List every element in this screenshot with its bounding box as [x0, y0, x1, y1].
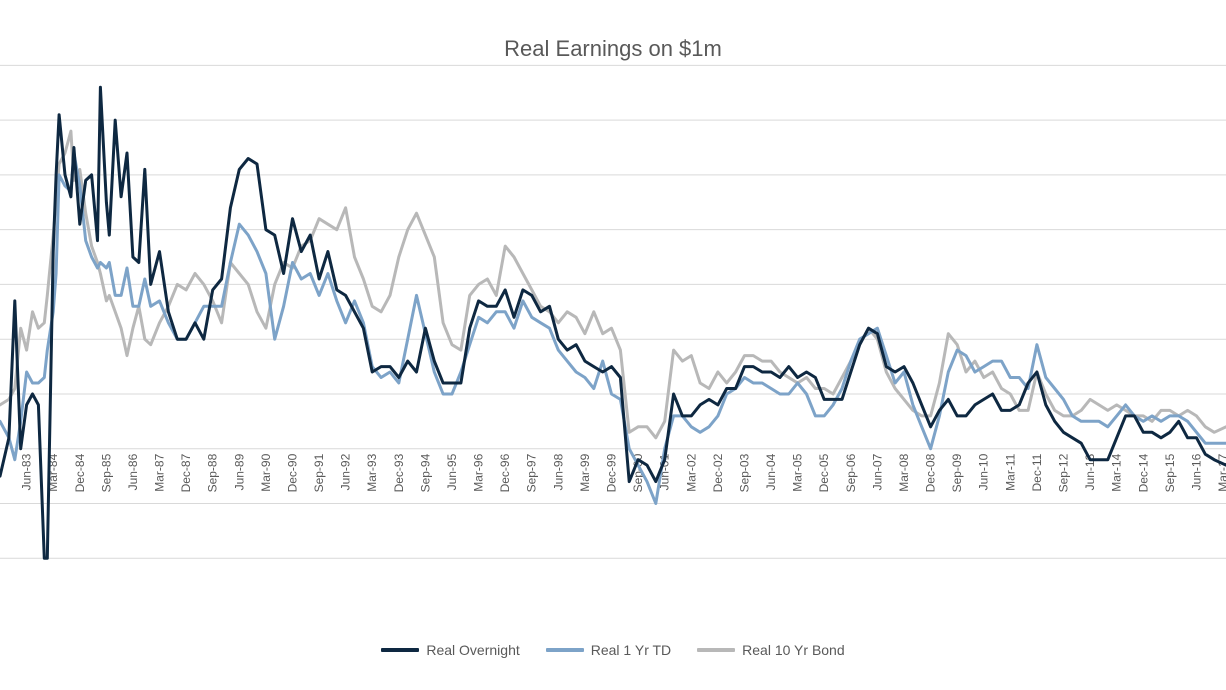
x-tick-label: Sep-94: [418, 453, 432, 492]
x-tick-label: Jun-95: [445, 453, 459, 490]
chart-title: Real Earnings on $1m: [504, 36, 722, 61]
x-tick-label: Dec-87: [179, 453, 193, 492]
legend-swatch-real-overnight: [381, 648, 420, 652]
x-tick-label: Jun-16: [1189, 453, 1203, 490]
x-tick-label: Mar-02: [684, 453, 698, 491]
x-tick-label: Mar-93: [365, 453, 379, 491]
x-tick-label: Mar-90: [259, 453, 273, 491]
x-tick-label: Dec-96: [498, 453, 512, 492]
legend-label-real-10-yr-bond: Real 10 Yr Bond: [742, 642, 845, 658]
x-tick-label: Mar-17: [1216, 453, 1226, 491]
x-tick-label: Jun-04: [764, 453, 778, 490]
x-tick-label: Mar-99: [578, 453, 592, 491]
x-tick-label: Dec-02: [711, 453, 725, 492]
x-tick-label: Mar-14: [1110, 453, 1124, 491]
series-line-real-10-yr-bond: [0, 129, 1226, 440]
series-line-real-1-yr-td: [0, 151, 1226, 505]
x-tick-label: Jun-10: [977, 453, 991, 490]
x-tick-label: Sep-06: [844, 453, 858, 492]
legend-item-real-1-yr-td: Real 1 Yr TD: [545, 642, 672, 658]
x-tick-label: Sep-88: [206, 453, 220, 492]
series-line-real-overnight: [0, 85, 1226, 560]
x-tick-label: Dec-08: [924, 453, 938, 492]
legend-swatch-real-1-yr-td: [545, 648, 584, 652]
x-tick-label: Sep-97: [525, 453, 539, 492]
series-lines: [0, 85, 1226, 560]
x-tick-label: Jun-92: [339, 453, 353, 490]
x-tick-label: Jun-98: [551, 453, 565, 490]
x-tick-label: Dec-11: [1030, 453, 1044, 491]
x-tick-label: Sep-85: [99, 453, 113, 492]
x-tick-label: Sep-15: [1163, 453, 1177, 492]
x-tick-label: Jun-07: [870, 453, 884, 490]
x-tick-label: Mar-08: [897, 453, 911, 491]
x-tick-label: Jun-86: [126, 453, 140, 490]
x-tick-label: Mar-11: [1003, 453, 1017, 490]
legend-swatch-real-10-yr-bond: [697, 648, 736, 652]
x-tick-label: Jun-83: [20, 453, 34, 490]
legend-label-real-overnight: Real Overnight: [426, 642, 520, 658]
x-tick-label: Dec-84: [73, 453, 87, 492]
x-tick-label: Sep-03: [737, 453, 751, 492]
x-tick-label: Dec-05: [817, 453, 831, 492]
x-tick-label: Mar-05: [791, 453, 805, 491]
x-tick-label: Mar-96: [472, 453, 486, 491]
x-tick-label: Jun-13: [1083, 453, 1097, 490]
x-tick-label: Jun-89: [232, 453, 246, 490]
x-tick-label: Sep-91: [312, 453, 326, 492]
legend-item-real-10-yr-bond: Real 10 Yr Bond: [697, 642, 845, 658]
x-tick-label: Dec-99: [605, 453, 619, 492]
x-tick-label: Mar-87: [153, 453, 167, 491]
x-axis-tick-labels: Jun-83 Mar-84 Dec-84 Sep-85 Jun-86 Mar-87 Dec-…: [20, 453, 1226, 492]
gridlines: [0, 64, 1226, 559]
x-tick-label: Sep-09: [950, 453, 964, 492]
x-tick-label: Dec-93: [392, 453, 406, 492]
x-tick-label: Dec-90: [285, 453, 299, 492]
legend-label-real-1-yr-td: Real 1 Yr TD: [590, 642, 672, 658]
x-tick-label: Dec-14: [1136, 453, 1150, 492]
legend: Real Overnight Real 1 Yr TD Real 10 Yr B…: [0, 642, 1226, 658]
legend-item-real-overnight: Real Overnight: [381, 642, 520, 658]
x-tick-label: Sep-12: [1057, 453, 1071, 492]
